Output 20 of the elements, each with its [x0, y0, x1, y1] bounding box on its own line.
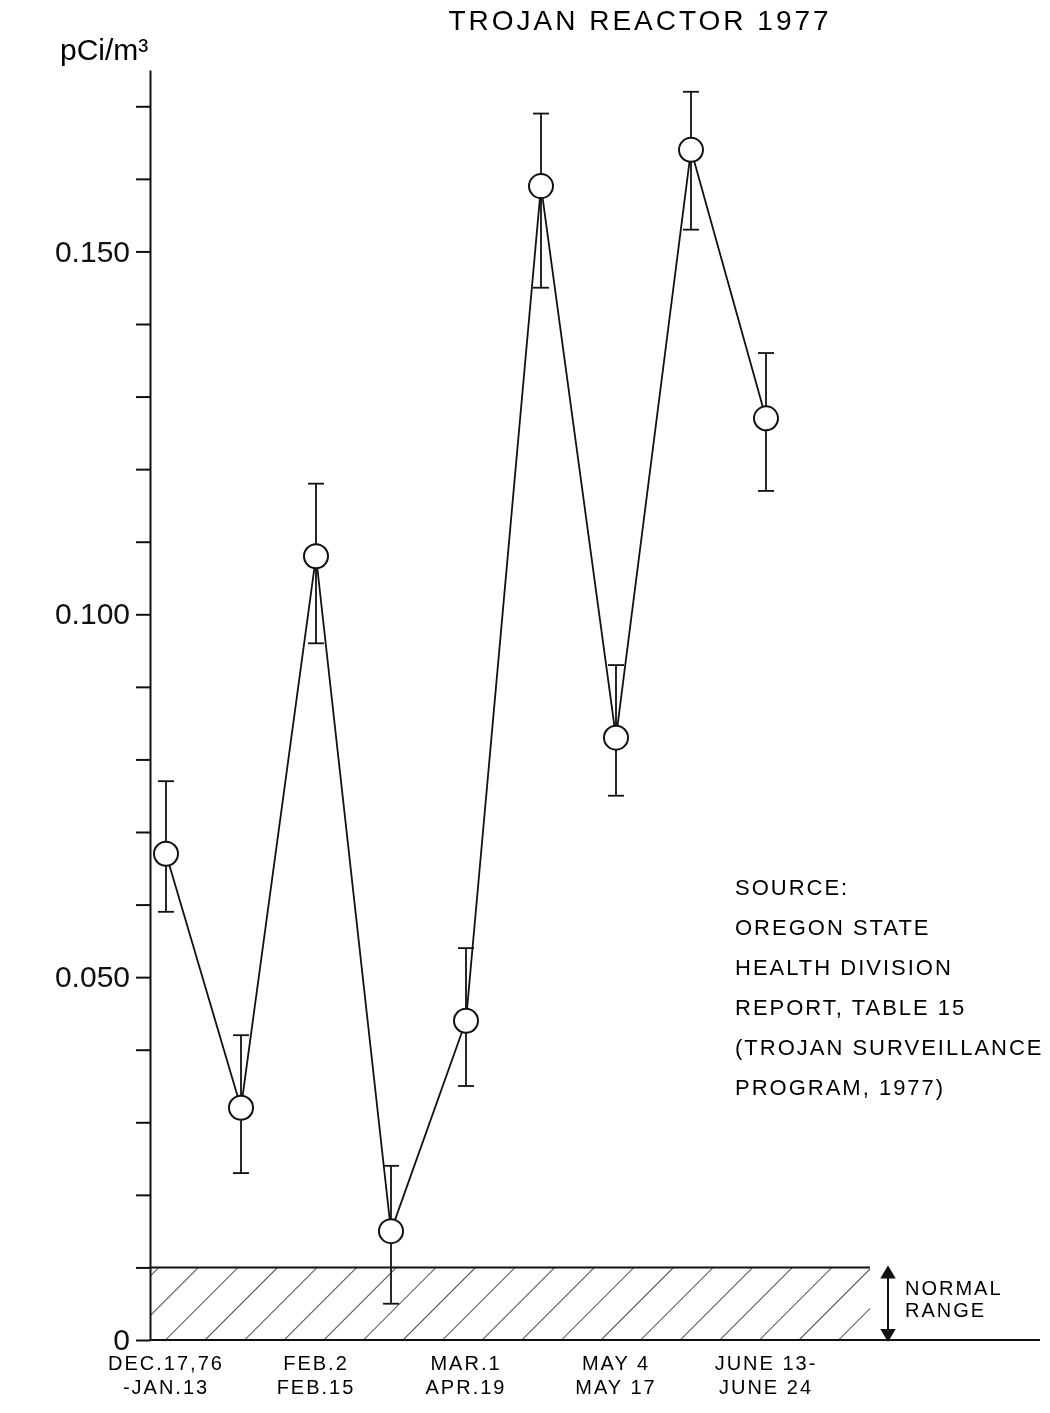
chart-title: TROJAN REACTOR 1977: [448, 5, 832, 36]
point: [303, 543, 329, 570]
point: [228, 1094, 254, 1121]
y-axis-title: pCi/m³: [60, 33, 149, 66]
x-tick-label: FEB.2 FEB.15: [276, 1352, 356, 1398]
x-tick-label: JUNE 13- JUNE 24: [714, 1352, 818, 1398]
point: [753, 405, 779, 432]
point: [528, 173, 554, 200]
point: [678, 136, 704, 163]
x-tick-label: MAR.1 APR.19: [425, 1352, 507, 1398]
point: [378, 1218, 404, 1245]
point: [453, 1007, 479, 1034]
x-tick-label: MAY 4 MAY 17: [575, 1352, 657, 1398]
y-tick-label: 0.050: [54, 960, 130, 994]
annotation: SOURCE: OREGON STATE HEALTH DIVISION REPORT, TABLE 15 (TROJAN SURVEILLANCE PROGRAM, 1977): [735, 875, 1044, 1100]
y-tick-label: 0.100: [54, 597, 130, 631]
band-label: NORMAL RANGE: [905, 1277, 1003, 1322]
point: [603, 724, 629, 751]
y-tick-label: 0.150: [54, 234, 130, 268]
point: [153, 840, 179, 867]
